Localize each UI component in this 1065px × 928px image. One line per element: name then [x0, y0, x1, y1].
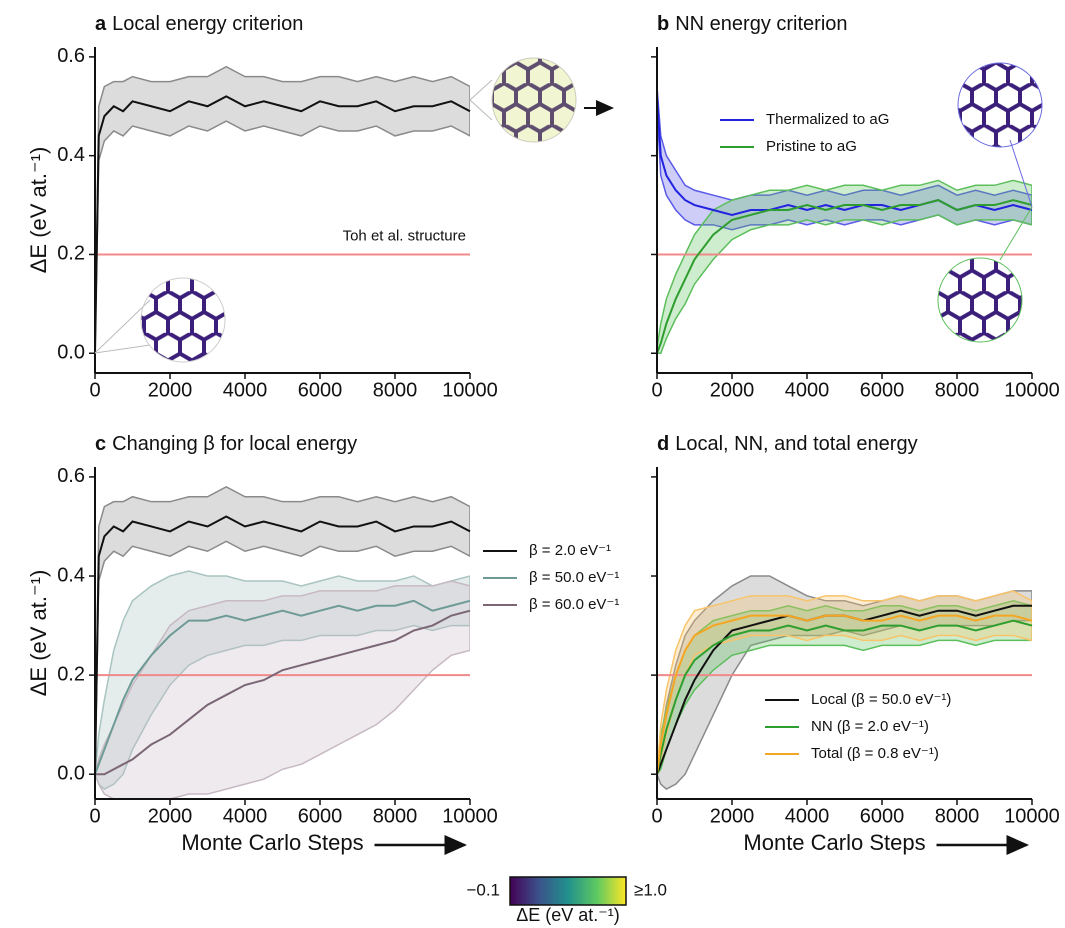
inset-circle: [937, 257, 1023, 343]
panel-title-text: NN energy criterion: [675, 13, 847, 35]
x-tick-label: 8000: [935, 805, 980, 827]
x-tick-label: 10000: [442, 379, 498, 401]
legend-label: β = 50.0 eV⁻¹: [529, 569, 619, 586]
x-tick-label: 6000: [298, 805, 343, 827]
x-tick-label: 10000: [1004, 805, 1060, 827]
y-tick-label: 0.2: [57, 663, 85, 685]
band: [95, 570, 470, 790]
legend-label: β = 60.0 eV⁻¹: [529, 596, 619, 613]
x-tick-label: 4000: [223, 379, 268, 401]
panel-title-text: Local energy criterion: [112, 13, 303, 35]
x-tick-label: 2000: [148, 805, 193, 827]
x-axis-label: Monte Carlo Steps: [181, 830, 363, 855]
series-line: [95, 609, 471, 776]
x-tick-label: 0: [89, 805, 100, 827]
inset-connector: [999, 206, 1033, 261]
x-tick-label: 4000: [223, 805, 268, 827]
panel-letter: a: [95, 13, 107, 35]
band: [95, 485, 470, 775]
panel-letter: d: [657, 433, 669, 455]
band: [657, 179, 1032, 354]
series-line: [94, 515, 471, 775]
x-axis-label: Monte Carlo Steps: [743, 830, 925, 855]
band: [657, 575, 1032, 790]
panel-title-text: Changing β for local energy: [112, 433, 357, 455]
band: [95, 65, 470, 354]
series-line: [656, 614, 1033, 775]
panel-title: d Local, NN, and total energy: [657, 433, 918, 455]
colorbar-max: ≥1.0: [634, 880, 667, 899]
x-tick-label: 0: [651, 805, 662, 827]
inset-connector: [1009, 139, 1033, 208]
colorbar: −0.1 ≥1.0 ΔE (eV at.⁻¹): [466, 876, 667, 925]
plot-layers: Toh et al. structure 0 2000 4000 6000 8000 100…: [26, 13, 1060, 855]
x-tick-label: 0: [89, 379, 100, 401]
y-tick-label: 0.6: [57, 45, 85, 67]
inset-circle: [957, 62, 1043, 148]
x-tick-label: 10000: [1004, 379, 1060, 401]
y-tick-label: 0.0: [57, 763, 85, 785]
y-tick-label: 0.4: [57, 564, 85, 586]
x-tick-label: 8000: [373, 805, 418, 827]
legend-label: NN (β = 2.0 eV⁻¹): [811, 718, 929, 735]
x-tick-label: 8000: [373, 379, 418, 401]
panel-title: c Changing β for local energy: [95, 433, 357, 455]
panel-title-text: Local, NN, and total energy: [675, 433, 917, 455]
colorbar-label: ΔE (eV at.⁻¹): [516, 905, 620, 925]
series-line: [94, 95, 471, 354]
x-tick-label: 8000: [935, 379, 980, 401]
x-tick-label: 0: [651, 379, 662, 401]
band: [657, 590, 1032, 775]
x-tick-label: 2000: [710, 379, 755, 401]
x-tick-label: 4000: [785, 379, 830, 401]
series-line: [94, 599, 471, 775]
x-tick-label: 6000: [860, 379, 905, 401]
inset-connector: [469, 79, 493, 101]
y-tick-label: 0.0: [57, 342, 85, 364]
inset-connector: [94, 344, 151, 354]
x-tick-label: 6000: [860, 805, 905, 827]
inset-circle: [491, 57, 577, 143]
y-tick-label: 0.6: [57, 465, 85, 487]
insets: [94, 57, 1043, 363]
y-axis-label: ΔE (eV at.⁻¹): [26, 570, 51, 697]
y-tick-label: 0.2: [57, 243, 85, 265]
band: [95, 580, 470, 799]
panel-title: b NN energy criterion: [657, 13, 848, 35]
legend-label: Total (β = 0.8 eV⁻¹): [811, 745, 939, 762]
legend-label: Local (β = 50.0 eV⁻¹): [811, 691, 951, 708]
y-axis-label: ΔE (eV at.⁻¹): [26, 147, 51, 274]
panel-letter: b: [657, 13, 669, 35]
panel-letter: c: [95, 433, 106, 455]
reference-label: Toh et al. structure: [343, 227, 466, 244]
x-tick-label: 6000: [298, 379, 343, 401]
legend-label: Pristine to aG: [766, 138, 857, 155]
legend-label: Thermalized to aG: [766, 111, 889, 128]
series-line: [656, 199, 1033, 354]
band: [657, 600, 1032, 776]
x-tick-label: 4000: [785, 805, 830, 827]
series-line: [656, 619, 1033, 775]
legend-label: β = 2.0 eV⁻¹: [529, 542, 611, 559]
x-tick-label: 2000: [710, 805, 755, 827]
x-tick-label: 2000: [148, 379, 193, 401]
panel-title: a Local energy criterion: [95, 13, 303, 35]
y-tick-label: 0.4: [57, 144, 85, 166]
inset-connector: [469, 99, 493, 121]
inset-tint: [492, 58, 576, 142]
x-tick-label: 10000: [442, 805, 498, 827]
colorbar-gradient: [509, 876, 627, 906]
inset-connector: [94, 299, 151, 354]
inset-circle: [140, 277, 226, 363]
colorbar-min: −0.1: [466, 880, 500, 899]
